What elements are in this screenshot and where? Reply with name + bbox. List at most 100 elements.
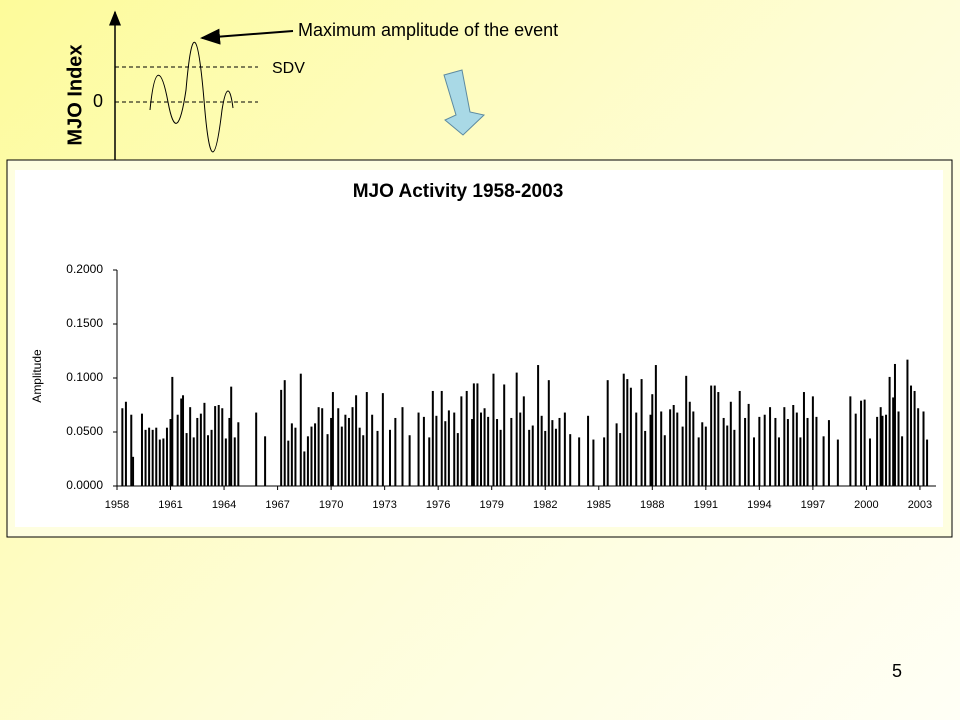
bar bbox=[685, 375, 688, 486]
bar bbox=[676, 412, 679, 486]
bar bbox=[811, 396, 814, 486]
bar bbox=[207, 435, 209, 486]
bar bbox=[130, 414, 133, 486]
annotation: Maximum amplitude of the event bbox=[298, 20, 558, 40]
bar bbox=[822, 436, 825, 486]
bar bbox=[233, 437, 236, 486]
x-tick-label: 1958 bbox=[105, 499, 129, 511]
bar bbox=[879, 407, 882, 486]
sdv-label: SDV bbox=[272, 60, 305, 77]
bar bbox=[713, 385, 716, 486]
bar bbox=[913, 390, 916, 486]
x-tick-label: 1973 bbox=[372, 499, 396, 511]
bar bbox=[528, 429, 531, 486]
bar bbox=[701, 422, 704, 486]
annotation-arrow bbox=[200, 28, 294, 45]
bar bbox=[310, 426, 313, 486]
bar bbox=[672, 405, 675, 486]
bar bbox=[910, 385, 913, 486]
bar bbox=[314, 423, 317, 486]
bar bbox=[440, 390, 443, 486]
bar bbox=[854, 413, 857, 486]
bar bbox=[182, 395, 185, 486]
x-tick-label: 1970 bbox=[319, 499, 343, 511]
bar bbox=[280, 389, 283, 486]
bar bbox=[381, 393, 384, 486]
bar bbox=[578, 437, 581, 486]
bar bbox=[417, 412, 420, 486]
bar bbox=[217, 405, 220, 486]
x-tick-label: 1997 bbox=[801, 499, 825, 511]
bar bbox=[888, 376, 891, 486]
bar bbox=[480, 412, 482, 486]
bar bbox=[795, 412, 798, 486]
x-tick-label: 2000 bbox=[854, 499, 878, 511]
bar bbox=[158, 439, 161, 486]
bar bbox=[499, 429, 502, 486]
bar bbox=[422, 416, 425, 486]
x-tick-label: 1994 bbox=[747, 499, 771, 511]
bar bbox=[738, 390, 741, 486]
bar bbox=[710, 385, 713, 486]
bar bbox=[303, 451, 306, 486]
bar bbox=[806, 417, 809, 486]
bar bbox=[777, 437, 780, 486]
bar bbox=[151, 429, 154, 486]
bar bbox=[629, 387, 632, 486]
bar bbox=[176, 414, 179, 486]
y-tick-label: 0.0000 bbox=[66, 478, 103, 492]
x-tick-label: 1967 bbox=[265, 499, 289, 511]
x-tick-label: 2003 bbox=[908, 499, 932, 511]
bar bbox=[165, 427, 168, 486]
bar bbox=[763, 414, 766, 486]
bar bbox=[729, 401, 732, 486]
bar bbox=[264, 436, 267, 486]
bar bbox=[704, 426, 707, 486]
bar bbox=[892, 397, 895, 486]
bar bbox=[203, 402, 206, 486]
bar bbox=[444, 421, 447, 486]
bar bbox=[563, 412, 566, 486]
bar bbox=[747, 403, 750, 486]
bar bbox=[428, 437, 431, 486]
bar bbox=[622, 373, 625, 486]
bar bbox=[688, 401, 691, 486]
bar bbox=[228, 417, 231, 486]
bar bbox=[321, 408, 324, 486]
bar bbox=[162, 438, 165, 486]
bar bbox=[144, 429, 147, 486]
bar bbox=[317, 407, 320, 486]
bar bbox=[199, 413, 202, 486]
bar bbox=[344, 414, 347, 486]
bar bbox=[465, 390, 468, 486]
bar bbox=[230, 386, 233, 486]
bar bbox=[722, 417, 725, 486]
bar bbox=[592, 439, 595, 486]
bar bbox=[792, 405, 795, 486]
bar bbox=[640, 379, 643, 486]
bar bbox=[196, 417, 199, 486]
zero-label: 0 bbox=[93, 91, 103, 111]
bar bbox=[799, 437, 802, 486]
bar bbox=[224, 438, 227, 486]
bar bbox=[551, 420, 554, 486]
bar bbox=[587, 415, 590, 486]
bar bbox=[326, 434, 329, 486]
bar bbox=[626, 379, 629, 486]
bar bbox=[692, 411, 695, 486]
bar bbox=[863, 399, 866, 486]
bar bbox=[492, 373, 495, 486]
bar bbox=[294, 427, 297, 486]
bar bbox=[849, 396, 852, 486]
bar bbox=[306, 436, 309, 486]
bar bbox=[447, 410, 450, 486]
x-tick-label: 1961 bbox=[158, 499, 182, 511]
bar bbox=[906, 359, 909, 486]
bar bbox=[635, 412, 638, 486]
bar bbox=[483, 408, 486, 486]
bar bbox=[554, 428, 557, 486]
bar bbox=[893, 363, 896, 486]
x-tick-label: 1985 bbox=[587, 499, 611, 511]
bar bbox=[340, 426, 343, 486]
